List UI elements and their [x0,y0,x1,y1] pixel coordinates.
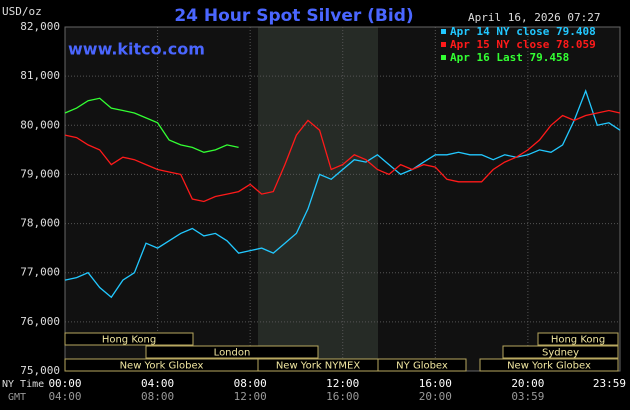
legend-swatch [441,42,446,47]
gmt-tick-label: 20:00 [419,390,452,403]
nymex-shade [258,27,378,371]
session-label: Hong Kong [102,335,156,346]
series-line [64,88,621,299]
series-line [64,97,239,153]
y-axis-label: USD/oz [2,5,42,18]
session-box [145,345,319,359]
x2-row-label: GMT [8,392,26,403]
session-label: Hong Kong [551,335,605,346]
gmt-tick-label: 04:00 [48,390,81,403]
gmt-tick-label: 08:00 [141,390,174,403]
gmt-tick-label: 03:59 [511,390,544,403]
series-line [64,109,621,203]
x-tick-label: 00:00 [48,377,81,390]
session-label: London [214,348,251,359]
legend-label: Apr 15 NY close 78.059 [450,38,596,51]
session-box [377,358,467,372]
y-tick-label: 75,000 [20,364,60,377]
chart-title: 24 Hour Spot Silver (Bid) [174,6,413,26]
y-tick-label: 77,000 [20,266,60,279]
y-tick-label: 81,000 [20,69,60,82]
gmt-tick-label: 12:00 [234,390,267,403]
y-tick-label: 80,000 [20,118,60,131]
session-box [502,345,619,359]
legend-swatch [441,29,446,34]
y-tick-label: 82,000 [20,20,60,33]
session-label: New York NYMEX [276,361,361,372]
x-tick-label: 12:00 [326,377,359,390]
y-tick-label: 79,000 [20,167,60,180]
legend-label: Apr 16 Last 79.458 [450,51,569,64]
timestamp: April 16, 2026 07:27 [468,11,600,24]
x-row-label: NY Time [2,379,44,390]
x-tick-label: 04:00 [141,377,174,390]
session-label: New York Globex [120,361,204,372]
session-box [537,332,619,346]
legend-swatch [441,55,446,60]
session-box [64,332,194,346]
gmt-tick-label: 16:00 [326,390,359,403]
legend-label: Apr 14 NY close 79.408 [450,25,596,38]
x-tick-label: 08:00 [234,377,267,390]
session-label: New York Globex [507,361,591,372]
watermark: www.kitco.com [68,40,205,59]
x-tick-label: 16:00 [419,377,452,390]
y-tick-label: 76,000 [20,315,60,328]
y-tick-label: 78,000 [20,217,60,230]
session-box [479,358,619,372]
session-label: Sydney [542,348,579,359]
session-label: NY Globex [396,361,448,372]
x-tick-label: 20:00 [511,377,544,390]
x-tick-label: 23:59 [593,377,626,390]
